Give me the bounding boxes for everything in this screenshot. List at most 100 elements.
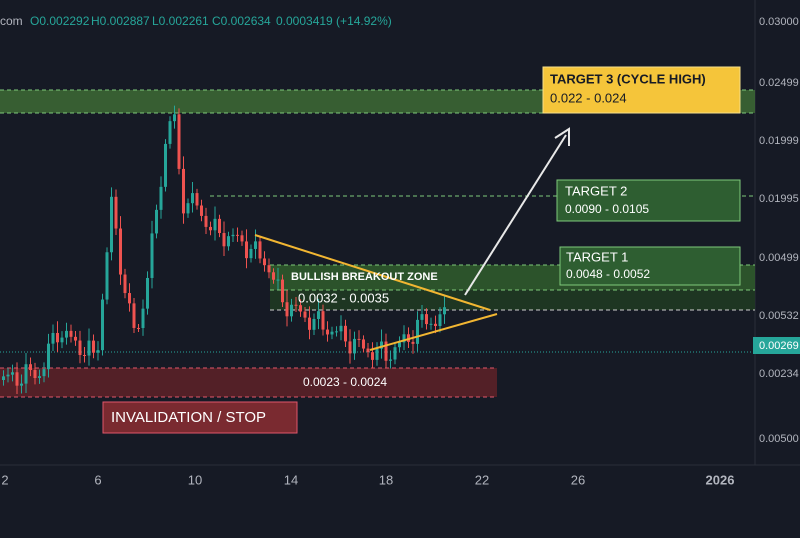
candle-body bbox=[420, 314, 424, 320]
candle-body bbox=[290, 304, 293, 317]
candle-body bbox=[195, 193, 199, 206]
candle-body bbox=[155, 209, 158, 234]
candle-body bbox=[60, 337, 64, 343]
candle-body bbox=[69, 330, 73, 337]
candle-body bbox=[348, 341, 352, 354]
candle-body bbox=[110, 196, 113, 253]
candle-body bbox=[101, 299, 104, 351]
candle-body bbox=[222, 233, 226, 247]
candle-body bbox=[87, 340, 91, 356]
price-label: 0.00532 bbox=[759, 310, 799, 322]
candle-body bbox=[96, 350, 100, 353]
candle-body bbox=[443, 307, 446, 315]
candle-body bbox=[303, 311, 307, 318]
target1-box bbox=[559, 246, 741, 286]
target1-title: TARGET 1 bbox=[566, 249, 628, 264]
candle-body bbox=[47, 343, 50, 370]
candle-body bbox=[137, 327, 140, 329]
candle-body bbox=[335, 331, 338, 333]
price-label: 0.02499 bbox=[759, 77, 799, 89]
candle-body bbox=[51, 332, 55, 344]
candle-body bbox=[227, 236, 230, 247]
support-zone bbox=[0, 368, 497, 397]
candle-body bbox=[402, 334, 406, 343]
candle-body bbox=[353, 338, 356, 354]
candle-body bbox=[389, 359, 392, 361]
candle-body bbox=[33, 370, 37, 379]
candle-body bbox=[105, 252, 109, 300]
candle-body bbox=[398, 342, 401, 348]
candle-body bbox=[141, 308, 145, 329]
candle-body bbox=[308, 317, 311, 330]
candle-body bbox=[209, 226, 212, 231]
candle-body bbox=[281, 279, 284, 303]
candle-body bbox=[411, 341, 415, 344]
candle-body bbox=[429, 323, 433, 325]
candle-body bbox=[245, 241, 248, 259]
candle-body bbox=[258, 241, 262, 259]
candle-body bbox=[438, 314, 442, 327]
candle-body bbox=[11, 372, 14, 375]
change: 0.0003419 (+14.92%) bbox=[276, 14, 392, 28]
arrow-head bbox=[554, 127, 570, 146]
candle-body bbox=[362, 339, 365, 349]
open: O0.002292 bbox=[30, 14, 90, 28]
time-label: 6 bbox=[94, 472, 101, 487]
time-label: 22 bbox=[475, 472, 489, 487]
candle-body bbox=[177, 114, 181, 169]
candle-body bbox=[182, 168, 185, 214]
candle-body bbox=[150, 233, 154, 278]
candle-body bbox=[371, 352, 374, 360]
candle-body bbox=[249, 248, 253, 259]
invalidation-title: INVALIDATION / STOP bbox=[111, 409, 266, 426]
candle-body bbox=[164, 143, 167, 187]
target2-box bbox=[556, 179, 741, 222]
candle-body bbox=[380, 341, 383, 349]
candle-body bbox=[42, 369, 46, 377]
trend-line bbox=[369, 313, 498, 351]
candle-body bbox=[330, 331, 334, 335]
time-label: 10 bbox=[188, 472, 202, 487]
low: L0.002261 bbox=[152, 14, 209, 28]
candle-body bbox=[15, 372, 19, 386]
target2-title: TARGET 2 bbox=[565, 183, 627, 198]
breakout-title: BULLISH BREAKOUT ZONE bbox=[291, 271, 438, 283]
target3-box bbox=[542, 66, 741, 114]
time-label: 14 bbox=[284, 472, 298, 487]
trend-line bbox=[254, 234, 491, 311]
candle-body bbox=[65, 330, 68, 338]
candle-body bbox=[146, 277, 149, 309]
candle-body bbox=[254, 241, 257, 249]
breakout-zone bbox=[270, 290, 755, 310]
target3-title: TARGET 3 (CYCLE HIGH) bbox=[550, 71, 706, 86]
symbol: com bbox=[0, 14, 23, 28]
candle-body bbox=[236, 234, 239, 236]
candle-body bbox=[123, 274, 127, 294]
candle-body bbox=[92, 340, 95, 353]
close: C0.002634 bbox=[212, 14, 271, 28]
candle-body bbox=[38, 376, 41, 379]
high: H0.002887 bbox=[91, 14, 150, 28]
candle-body bbox=[375, 348, 379, 360]
time-label: 18 bbox=[379, 472, 393, 487]
candle-body bbox=[285, 302, 289, 317]
current-price: 0.00269 bbox=[759, 340, 799, 352]
candle-body bbox=[344, 325, 347, 342]
candle-body bbox=[6, 374, 10, 377]
candle-body bbox=[74, 336, 77, 341]
candle-body bbox=[173, 114, 176, 122]
candle-body bbox=[299, 305, 302, 312]
candle-body bbox=[267, 265, 271, 273]
target1-range: 0.0048 - 0.0052 bbox=[566, 267, 650, 281]
candle-body bbox=[29, 364, 32, 371]
time-label: 26 bbox=[571, 472, 585, 487]
candle-body bbox=[357, 338, 361, 340]
candle-body bbox=[312, 318, 316, 330]
candle-body bbox=[83, 355, 86, 357]
candle-body bbox=[326, 329, 329, 335]
candle-body bbox=[159, 186, 163, 210]
candle-body bbox=[78, 340, 82, 356]
time-label: 2 bbox=[1, 472, 8, 487]
